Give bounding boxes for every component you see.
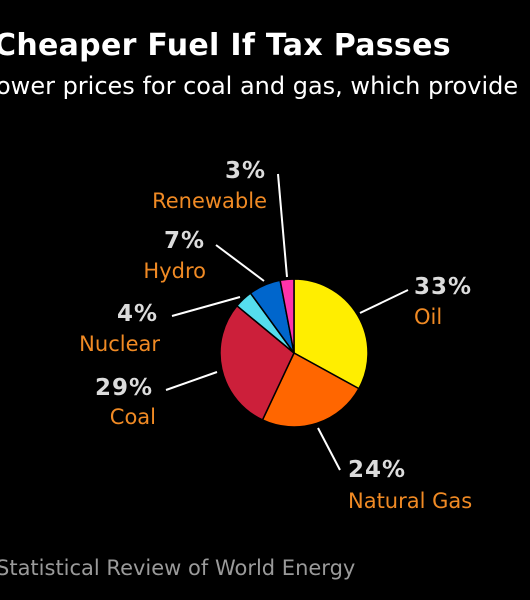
pie-slice-renewable bbox=[279, 278, 295, 354]
leader-line-nuclear bbox=[171, 296, 241, 317]
slice-label-renewable: Renewable bbox=[152, 189, 267, 213]
leader-line-natural-gas bbox=[317, 427, 341, 471]
slice-label-hydro: Hydro bbox=[143, 259, 206, 283]
slice-label-natural-gas: Natural Gas bbox=[348, 489, 472, 513]
pie-slice-oil bbox=[293, 278, 369, 390]
pie-slice-natural-gas bbox=[261, 351, 360, 428]
chart-subtitle: ower prices for coal and gas, which prov… bbox=[0, 72, 519, 100]
slice-percent-coal: 29% bbox=[95, 375, 153, 401]
pie-slices bbox=[219, 278, 369, 428]
slice-percent-natural-gas: 24% bbox=[348, 457, 406, 483]
leader-line-coal bbox=[165, 371, 218, 391]
leader-lines bbox=[165, 173, 409, 471]
slice-label-oil: Oil bbox=[414, 305, 442, 329]
slice-label-coal: Coal bbox=[110, 405, 156, 429]
leader-line-renewable bbox=[277, 173, 288, 278]
leader-line-hydro bbox=[215, 244, 265, 282]
slice-percent-hydro: 7% bbox=[164, 228, 205, 254]
slice-percent-renewable: 3% bbox=[225, 158, 266, 184]
slice-label-nuclear: Nuclear bbox=[79, 332, 160, 356]
source-note: Statistical Review of World Energy bbox=[0, 556, 356, 580]
chart-title: Cheaper Fuel If Tax Passes bbox=[0, 28, 451, 63]
pie-slice-coal bbox=[219, 304, 295, 421]
leader-line-oil bbox=[359, 289, 409, 314]
slice-percent-nuclear: 4% bbox=[117, 301, 158, 327]
slice-labels: 33% Oil 24% Natural Gas 29% Coal 4% Nuclear 7% Hy… bbox=[79, 158, 472, 513]
slice-percent-oil: 33% bbox=[414, 274, 472, 300]
